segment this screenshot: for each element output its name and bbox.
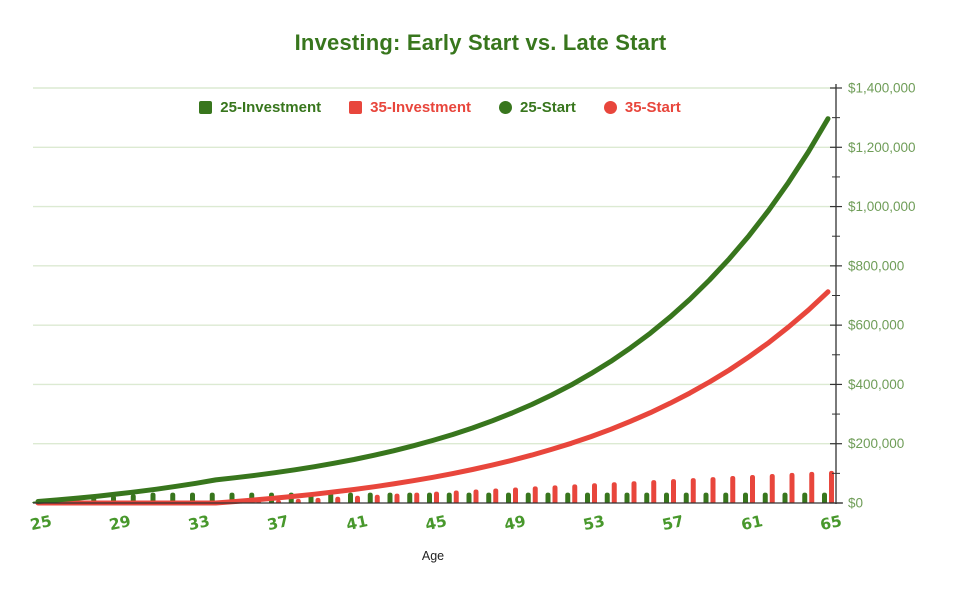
bar-25-investment (150, 492, 156, 503)
bar-35-investment (434, 491, 439, 503)
y-tick-label: $600,000 (848, 318, 904, 333)
bar-25-investment (328, 492, 334, 503)
bar-35-investment (690, 478, 696, 503)
bar-35-investment (315, 497, 321, 503)
bar-35-investment (789, 472, 795, 503)
bar-35-investment (631, 481, 637, 503)
bar-35-investment (769, 473, 775, 503)
bar-35-investment (592, 483, 597, 503)
x-tick-label: 37 (266, 512, 291, 534)
bar-25-investment (506, 492, 511, 503)
y-tick-label: $800,000 (848, 258, 904, 273)
bar-25-investment (209, 492, 215, 503)
bar-35-investment (611, 482, 617, 503)
legend-item-25-investment[interactable]: 25-Investment (199, 99, 321, 116)
bar-35-investment (651, 480, 657, 503)
y-tick-label: $1,400,000 (848, 81, 916, 96)
bar-35-investment (809, 471, 815, 503)
bar-25-investment (486, 492, 492, 503)
bar-25-investment (348, 492, 353, 503)
y-tick-label: $400,000 (848, 377, 904, 392)
bar-25-investment (466, 492, 472, 503)
bar-25-investment (190, 492, 195, 503)
green-square-marker-icon (199, 101, 213, 114)
bar-25-investment (624, 492, 630, 503)
x-tick-label: 65 (819, 512, 844, 534)
bar-25-investment (545, 492, 551, 503)
legend-item-35-investment[interactable]: 35-Investment (349, 99, 471, 116)
bar-35-investment (414, 492, 420, 503)
bar-25-investment (387, 492, 393, 503)
y-tick-label: $0 (848, 496, 863, 511)
bar-25-investment (683, 492, 689, 503)
legend: 25-Investment 35-Investment 25-Start 35-… (0, 99, 880, 116)
bar-35-investment (750, 474, 755, 503)
bar-25-investment (565, 492, 571, 503)
bar-35-investment (493, 488, 499, 503)
x-tick-label: 57 (661, 512, 686, 534)
green-circle-marker-icon (499, 101, 513, 114)
x-tick-label: 45 (424, 512, 449, 534)
bar-35-investment (335, 496, 341, 503)
bar-25-investment (170, 492, 176, 503)
bar-25-investment (427, 492, 432, 503)
y-tick-label: $1,200,000 (848, 140, 916, 155)
bar-35-investment (513, 487, 518, 503)
bar-35-investment (829, 470, 834, 503)
bar-35-investment (532, 486, 538, 503)
legend-item-35-start[interactable]: 35-Start (603, 99, 681, 116)
legend-item-25-start[interactable]: 25-Start (499, 99, 576, 116)
bar-25-investment (644, 492, 650, 503)
bar-35-investment (572, 484, 578, 503)
line-25-start (35, 116, 831, 504)
bar-35-investment (473, 489, 479, 503)
legend-label: 35-Start (624, 99, 681, 116)
legend-label: 25-Investment (220, 99, 322, 116)
x-tick-label: 49 (503, 512, 528, 534)
bar-25-investment (743, 492, 748, 503)
bar-25-investment (664, 492, 669, 503)
bar-25-investment (407, 492, 413, 503)
bar-25-investment (723, 492, 729, 503)
legend-label: 25-Start (520, 99, 576, 116)
bar-35-investment (394, 493, 400, 503)
x-axis-title: Age (421, 549, 445, 563)
bar-35-investment (552, 485, 558, 503)
x-tick-label: 61 (740, 512, 765, 534)
bar-25-investment (604, 492, 610, 503)
bar-35-investment (671, 479, 676, 503)
x-tick-label: 33 (187, 512, 212, 534)
x-tick-label: 25 (29, 512, 54, 534)
chart-title: Investing: Early Start vs. Late Start (294, 30, 667, 55)
x-tick-label: 29 (108, 512, 133, 534)
bar-35-investment (374, 494, 380, 503)
bar-35-investment (730, 476, 736, 503)
y-tick-label: $1,000,000 (848, 199, 916, 214)
bar-25-investment (585, 492, 590, 503)
x-tick-label: 41 (345, 512, 370, 534)
bar-25-investment (822, 492, 827, 503)
y-tick-label: $200,000 (848, 436, 904, 451)
red-square-marker-icon (349, 101, 363, 114)
bar-25-investment (802, 492, 808, 503)
bar-35-investment (295, 498, 301, 503)
red-circle-marker-icon (603, 101, 617, 114)
x-tick-label: 53 (582, 512, 607, 534)
bar-35-investment (710, 477, 716, 503)
bar-25-investment (446, 492, 452, 503)
legend-label: 35-Investment (370, 99, 472, 116)
bar-35-investment (453, 490, 459, 503)
bar-25-investment (762, 492, 768, 503)
bar-25-investment (525, 492, 531, 503)
bar-25-investment (782, 492, 788, 503)
bar-35-investment (355, 495, 360, 503)
bar-35-investment (276, 499, 281, 503)
bar-25-investment (367, 492, 373, 503)
line-35-start (35, 289, 831, 506)
bar-25-investment (703, 492, 709, 503)
